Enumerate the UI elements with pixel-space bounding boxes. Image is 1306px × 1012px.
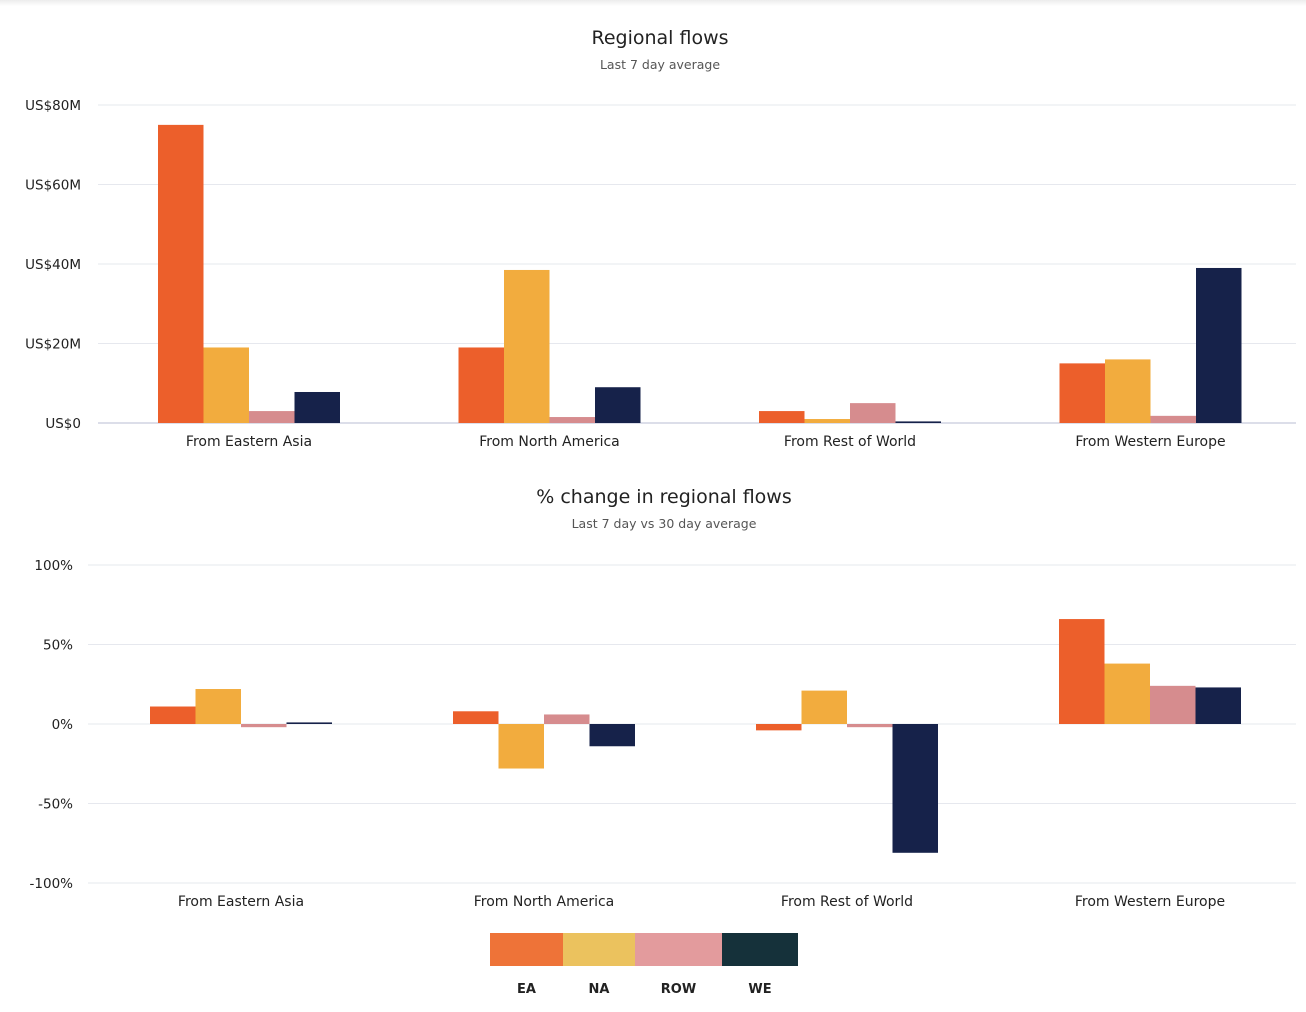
bar-na	[498, 724, 544, 769]
y-tick-label: 100%	[34, 558, 73, 574]
category-label: From North America	[474, 894, 615, 910]
bar-na	[1104, 663, 1150, 724]
bar-ea	[158, 124, 204, 423]
bar-we	[1196, 267, 1242, 423]
bar-na	[804, 419, 850, 423]
bar-we	[895, 421, 941, 423]
bar-ea	[453, 711, 499, 724]
y-tick-label: 50%	[43, 638, 73, 654]
chart-subtitle: Last 7 day average	[600, 57, 720, 72]
bar-row	[847, 724, 893, 728]
y-tick-label: US$20M	[25, 337, 81, 353]
legend-swatch-ea	[490, 933, 563, 966]
bar-na	[504, 269, 550, 423]
bar-row	[249, 411, 295, 423]
bar-ea	[1059, 619, 1105, 724]
category-label: From North America	[479, 434, 620, 450]
bar-we	[1195, 687, 1241, 724]
y-tick-label: US$60M	[25, 178, 81, 194]
bar-ea	[1059, 363, 1105, 423]
bar-ea	[458, 347, 504, 423]
legend-swatch-we	[722, 933, 798, 966]
bar-na	[801, 690, 847, 724]
y-tick-label: US$80M	[25, 98, 81, 114]
legend-swatch-row	[635, 933, 722, 966]
y-tick-label: US$0	[45, 416, 81, 432]
chart-title: Regional flows	[591, 27, 728, 49]
bar-row	[241, 724, 287, 728]
bar-we	[595, 387, 641, 423]
bar-ea	[759, 411, 805, 423]
bar-na	[195, 689, 241, 724]
bar-we	[892, 724, 938, 853]
bar-row	[1150, 415, 1196, 423]
y-tick-label: 0%	[52, 717, 74, 733]
category-label: From Western Europe	[1075, 434, 1225, 450]
bar-we	[294, 391, 340, 423]
chart-title: % change in regional flows	[536, 486, 792, 508]
top-divider	[0, 0, 1306, 6]
legend-swatch-na	[563, 933, 635, 966]
category-label: From Rest of World	[784, 434, 916, 450]
category-label: From Western Europe	[1075, 894, 1225, 910]
bar-na	[203, 347, 249, 423]
legend-label-row: ROW	[661, 982, 696, 997]
category-label: From Eastern Asia	[186, 434, 312, 450]
bar-ea	[150, 706, 196, 724]
bar-row	[1150, 685, 1196, 724]
chart-subtitle: Last 7 day vs 30 day average	[572, 516, 757, 531]
legend: EA NA ROW WE	[490, 933, 798, 997]
bar-na	[1105, 359, 1151, 423]
category-label: From Rest of World	[781, 894, 913, 910]
y-tick-label: -50%	[38, 797, 73, 813]
legend-label-ea: EA	[517, 982, 536, 997]
bar-row	[549, 417, 595, 423]
percent-change-chart: % change in regional flows Last 7 day vs…	[30, 486, 1296, 910]
bar-ea	[756, 724, 802, 731]
legend-label-na: NA	[589, 982, 610, 997]
legend-label-we: WE	[748, 982, 771, 997]
regional-flows-chart: Regional flows Last 7 day average US$0 US…	[25, 27, 1296, 450]
y-tick-label: US$40M	[25, 257, 81, 273]
bar-we	[589, 724, 635, 747]
y-tick-label: -100%	[30, 876, 74, 892]
bar-row	[544, 714, 590, 724]
category-label: From Eastern Asia	[178, 894, 304, 910]
bar-row	[850, 403, 896, 423]
bar-we	[286, 722, 332, 724]
